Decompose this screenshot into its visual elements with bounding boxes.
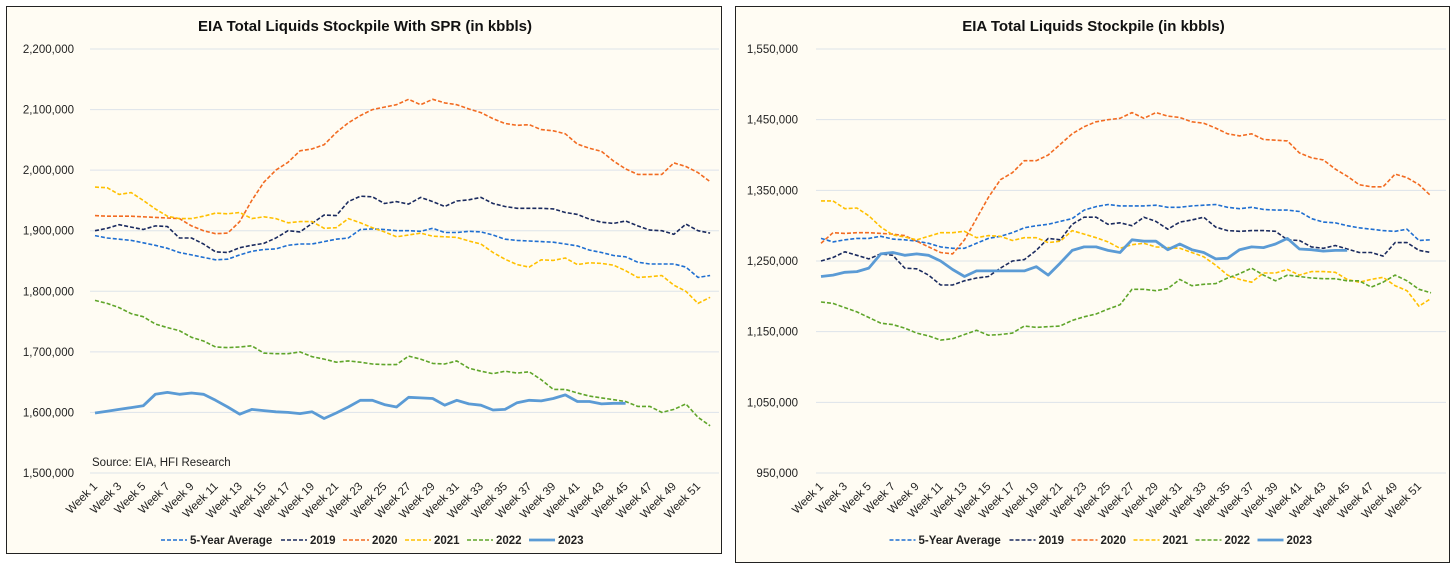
y-tick-label: 950,000 [756, 468, 798, 480]
legend-label: 2023 [1287, 535, 1313, 547]
legend-label: 2020 [1101, 535, 1127, 547]
source-note: Source: EIA, HFI Research [92, 457, 231, 469]
series-line-5-year-average [820, 203, 1432, 250]
chart-panel-without-spr: EIA Total Liquids Stockpile (in kbbls) 95… [735, 6, 1450, 563]
series-line-2023 [820, 236, 1348, 278]
y-tick-label: 1,250,000 [747, 256, 798, 268]
series-line-2022 [94, 299, 711, 427]
series-line-2019 [94, 195, 711, 254]
chart-title: EIA Total Liquids Stockpile (in kbbls) [962, 18, 1225, 35]
legend-label: 2021 [434, 535, 460, 547]
y-tick-label: 2,100,000 [23, 105, 74, 117]
chart-with-spr: EIA Total Liquids Stockpile With SPR (in… [23, 18, 719, 547]
series-line-2019 [820, 216, 1432, 286]
y-tick-label: 1,800,000 [23, 286, 74, 298]
y-tick-label: 1,700,000 [23, 347, 74, 359]
legend-label: 2019 [310, 535, 336, 547]
series-line-2021 [821, 200, 1432, 308]
series-line-2022 [820, 267, 1432, 341]
chart-title: EIA Total Liquids Stockpile With SPR (in… [198, 18, 532, 35]
y-tick-label: 2,200,000 [23, 44, 74, 56]
series-line-2023 [94, 390, 626, 420]
legend-label: 5-Year Average [919, 535, 1001, 547]
y-tick-label: 1,150,000 [747, 327, 798, 339]
legend-label: 2023 [558, 535, 584, 547]
y-tick-label: 1,050,000 [747, 397, 798, 409]
y-tick-label: 1,600,000 [23, 407, 74, 419]
legend-label: 2022 [1225, 535, 1251, 547]
chart-panel-with-spr: EIA Total Liquids Stockpile With SPR (in… [6, 6, 722, 554]
legend-label: 2020 [372, 535, 398, 547]
y-tick-label: 1,450,000 [747, 115, 798, 127]
series-line-2020 [94, 98, 711, 235]
y-tick-label: 1,900,000 [23, 226, 74, 238]
y-tick-label: 1,350,000 [747, 185, 798, 197]
y-tick-label: 1,500,000 [23, 468, 74, 480]
legend-label: 2022 [496, 535, 522, 547]
legend-label: 2019 [1039, 535, 1065, 547]
y-tick-label: 1,550,000 [747, 44, 798, 56]
chart-without-spr: EIA Total Liquids Stockpile (in kbbls) 95… [747, 18, 1446, 547]
y-tick-label: 2,000,000 [23, 165, 74, 177]
series-line-2020 [820, 111, 1432, 255]
series-line-2021 [94, 186, 711, 305]
legend-label: 5-Year Average [190, 535, 272, 547]
series-line-5-year-average [94, 227, 711, 279]
legend-label: 2021 [1163, 535, 1189, 547]
